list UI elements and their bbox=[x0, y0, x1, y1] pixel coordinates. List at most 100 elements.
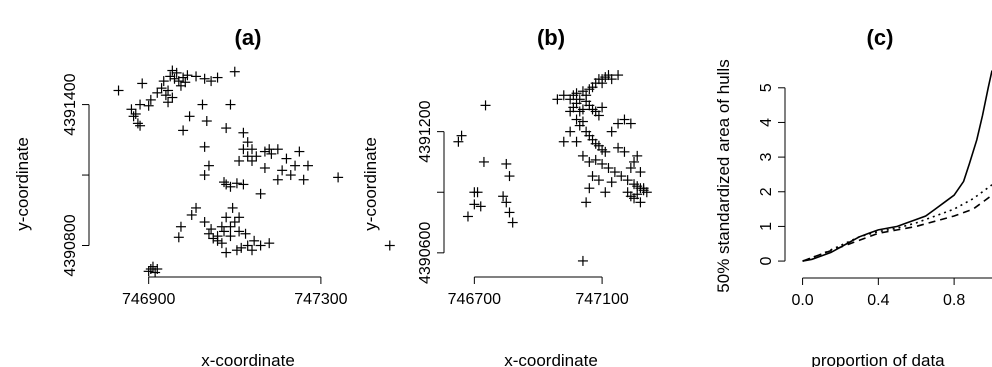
panel-a-title: (a) bbox=[235, 25, 262, 50]
scatter-point bbox=[219, 226, 230, 237]
scatter-point bbox=[504, 207, 515, 218]
scatter-point bbox=[469, 199, 480, 210]
panel-a-axes: 746900 747300 4390800 4391400 bbox=[62, 73, 348, 308]
scatter-point bbox=[565, 126, 576, 137]
scatter-point bbox=[478, 156, 489, 167]
scatter-point bbox=[152, 264, 163, 274]
scatter-point bbox=[173, 232, 184, 243]
y-tick-label: 4391400 bbox=[62, 73, 79, 135]
scatter-point bbox=[635, 197, 646, 208]
scatter-point bbox=[225, 181, 236, 192]
scatter-point bbox=[212, 235, 223, 246]
y-tick-label: 4390800 bbox=[62, 214, 79, 276]
scatter-point bbox=[191, 202, 202, 213]
scatter-point bbox=[264, 238, 275, 249]
scatter-point bbox=[272, 174, 283, 185]
y-tick-label: 4 bbox=[758, 118, 775, 127]
scatter-point bbox=[635, 167, 646, 178]
scatter-point bbox=[242, 137, 253, 148]
panel-b-points bbox=[453, 70, 652, 266]
panel-c-title: (c) bbox=[867, 25, 894, 50]
scatter-point bbox=[597, 102, 608, 113]
scatter-point bbox=[221, 123, 232, 134]
scatter-point bbox=[234, 226, 245, 237]
scatter-point bbox=[622, 175, 633, 186]
scatter-point bbox=[298, 174, 309, 185]
series-dashed-line bbox=[802, 194, 992, 262]
scatter-point bbox=[584, 183, 595, 194]
scatter-point bbox=[156, 83, 167, 94]
panel-c-axes: 0.0 0.4 0.8 0 1 2 3 4 5 bbox=[758, 83, 992, 309]
scatter-point bbox=[225, 99, 236, 110]
scatter-point bbox=[507, 217, 518, 228]
scatter-point bbox=[480, 100, 491, 111]
scatter-point bbox=[600, 146, 611, 157]
scatter-point bbox=[625, 163, 636, 173]
scatter-point bbox=[498, 191, 509, 202]
scatter-point bbox=[501, 158, 512, 169]
y-tick-label: 2 bbox=[758, 187, 775, 196]
y-tick-label: 1 bbox=[758, 222, 775, 231]
scatter-point bbox=[234, 212, 245, 223]
scatter-point bbox=[619, 114, 630, 125]
scatter-point bbox=[558, 136, 569, 147]
scatter-point bbox=[247, 144, 257, 155]
scatter-point bbox=[281, 153, 292, 164]
scatter-point bbox=[552, 94, 563, 105]
scatter-point bbox=[251, 151, 262, 162]
scatter-point bbox=[171, 67, 182, 78]
scatter-point bbox=[571, 136, 582, 147]
scatter-point bbox=[606, 177, 617, 188]
scatter-point bbox=[629, 156, 640, 167]
scatter-point bbox=[229, 66, 240, 77]
scatter-point bbox=[236, 242, 247, 253]
y-tick-label: 4391200 bbox=[417, 100, 434, 162]
scatter-point bbox=[290, 160, 301, 171]
scatter-point bbox=[145, 94, 156, 105]
panel-a: (a) x-coordinate y-coordinate 746900 7473… bbox=[13, 25, 395, 367]
scatter-point bbox=[137, 78, 148, 89]
scatter-point bbox=[247, 155, 257, 166]
y-tick-label: 4390600 bbox=[417, 222, 434, 284]
scatter-point bbox=[581, 197, 592, 208]
scatter-point bbox=[135, 120, 146, 131]
scatter-point bbox=[182, 70, 193, 81]
y-tick-label: 3 bbox=[758, 153, 775, 162]
scatter-point bbox=[135, 99, 146, 110]
panel-c: (c) proportion of data 50% standardized … bbox=[714, 25, 992, 367]
scatter-point bbox=[227, 202, 238, 213]
scatter-point bbox=[175, 221, 186, 232]
scatter-point bbox=[231, 178, 242, 189]
scatter-point bbox=[231, 245, 242, 256]
scatter-point bbox=[238, 144, 249, 155]
scatter-point bbox=[590, 154, 601, 165]
scatter-point bbox=[201, 116, 212, 127]
scatter-point bbox=[221, 179, 232, 190]
scatter-point bbox=[163, 97, 174, 108]
scatter-point bbox=[191, 71, 202, 82]
scatter-point bbox=[504, 171, 515, 182]
scatter-point bbox=[130, 108, 141, 119]
scatter-point bbox=[221, 212, 232, 223]
scatter-point bbox=[571, 88, 582, 99]
scatter-point bbox=[184, 111, 195, 122]
scatter-point bbox=[160, 90, 171, 101]
y-tick-label: 5 bbox=[758, 83, 775, 92]
scatter-point bbox=[240, 228, 251, 239]
scatter-point bbox=[593, 110, 604, 121]
scatter-point bbox=[199, 217, 210, 228]
scatter-point bbox=[285, 170, 296, 181]
scatter-point bbox=[616, 171, 627, 182]
scatter-point bbox=[203, 228, 214, 239]
panel-b-axes: 746700 747100 4390600 4391200 bbox=[417, 100, 629, 308]
scatter-point bbox=[126, 104, 137, 115]
panel-a-ylabel: y-coordinate bbox=[13, 137, 32, 231]
scatter-point bbox=[225, 221, 236, 232]
x-tick-label: 0.0 bbox=[791, 292, 813, 309]
scatter-point bbox=[277, 165, 288, 176]
scatter-point bbox=[294, 146, 305, 157]
scatter-point bbox=[180, 77, 191, 88]
scatter-point bbox=[472, 187, 483, 198]
scatter-point bbox=[571, 114, 582, 125]
scatter-point bbox=[632, 150, 643, 161]
